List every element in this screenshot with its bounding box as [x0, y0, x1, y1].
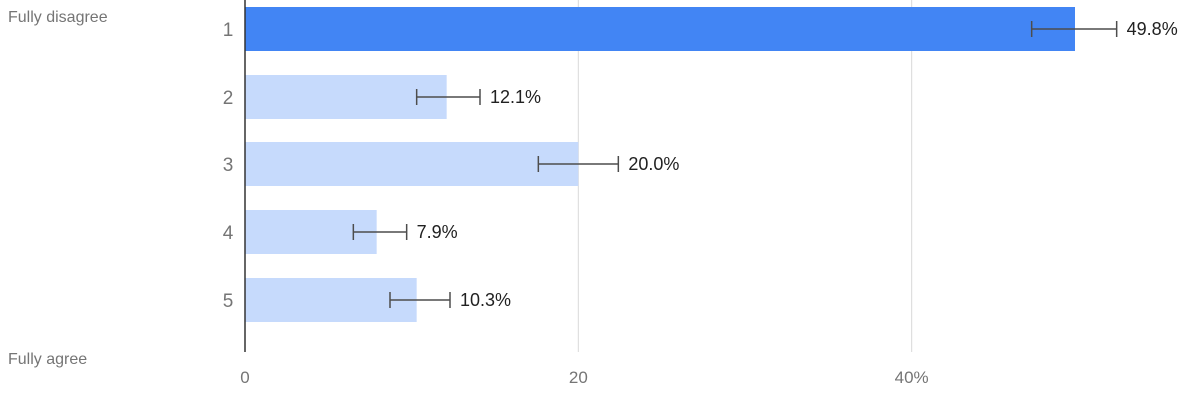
value-label-1: 49.8% — [1127, 19, 1178, 39]
x-tick-label-0: 0 — [240, 368, 249, 387]
value-label-4: 7.9% — [417, 222, 458, 242]
category-label-1: 1 — [223, 20, 234, 41]
bar-2 — [245, 75, 447, 119]
value-label-3: 20.0% — [628, 154, 679, 174]
bar-5 — [245, 278, 417, 322]
grid-lines — [577, 0, 913, 352]
category-label-3: 3 — [223, 155, 234, 176]
labels: Fully disagree Fully agree 0 20 40% 49.8% 1 1… — [8, 9, 1178, 387]
category-label-5: 5 — [223, 291, 234, 312]
x-tick-label-20: 20 — [569, 368, 588, 387]
category-label-2: 2 — [223, 88, 234, 109]
scale-top-label: Fully disagree — [8, 9, 108, 26]
value-label-2: 12.1% — [490, 87, 541, 107]
scale-bottom-label: Fully agree — [8, 351, 87, 368]
bar-1 — [245, 7, 1075, 51]
bar-3 — [245, 142, 579, 186]
error-bars — [352, 21, 1118, 308]
x-tick-label-40: 40% — [895, 368, 929, 387]
category-label-4: 4 — [223, 223, 234, 244]
value-label-5: 10.3% — [460, 290, 511, 310]
